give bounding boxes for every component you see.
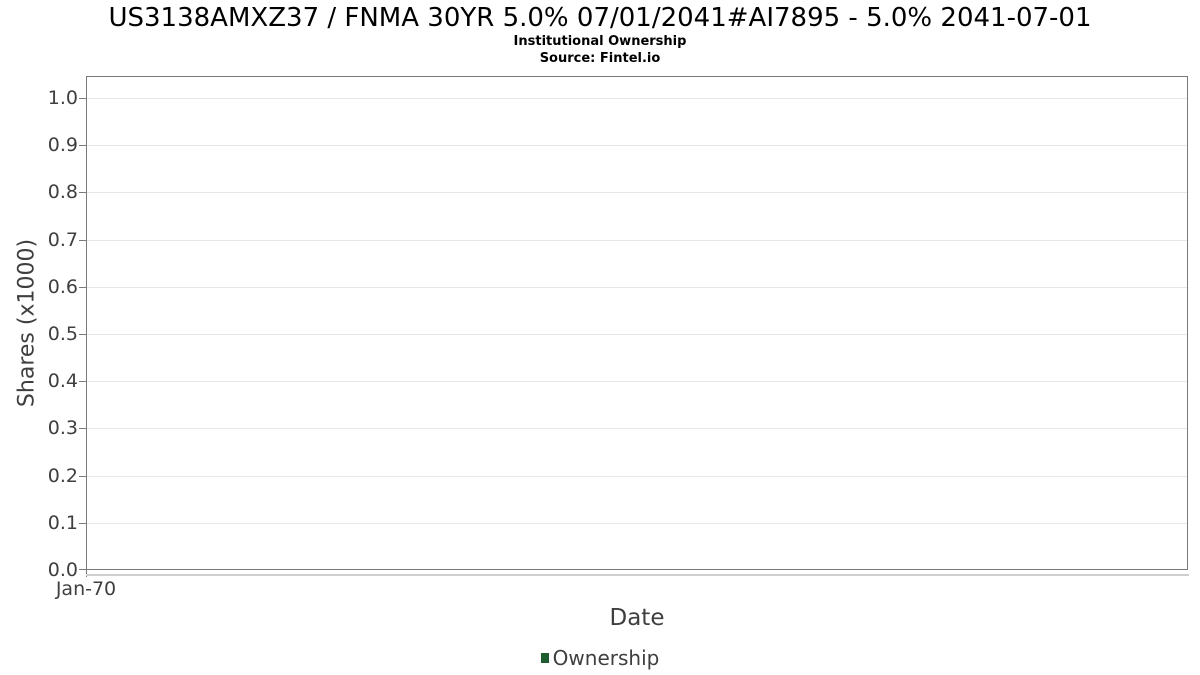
y-tick-mark [79,287,86,288]
gridline [87,145,1187,146]
gridline [87,381,1187,382]
x-axis-tick-label: Jan-70 [55,578,117,600]
y-axis-tick-label: 0.4 [47,370,78,392]
gridline [87,334,1187,335]
y-tick-mark [79,240,86,241]
y-tick-mark [79,192,86,193]
chart-title: US3138AMXZ37 / FNMA 30YR 5.0% 07/01/2041… [108,3,1092,33]
y-axis-tick-label: 0.0 [47,559,78,581]
gridline [87,476,1187,477]
y-axis-tick-label: 0.2 [47,465,78,487]
y-tick-mark [79,428,86,429]
y-tick-mark [79,476,86,477]
plot-area [79,76,1189,577]
y-tick-mark [79,334,86,335]
gridline [87,98,1187,99]
y-tick-mark [79,98,86,99]
y-axis-tick-label: 0.1 [47,512,78,534]
chart-subtitle: Institutional Ownership [513,34,687,49]
gridline [87,240,1187,241]
y-tick-mark [79,523,86,524]
gridline [87,287,1187,288]
chart-source: Source: Fintel.io [539,51,661,66]
y-axis-tick-label: 0.6 [47,276,78,298]
y-axis-title: Shares (x1000) [14,238,40,408]
legend-swatch [540,653,549,663]
x-axis-title: Date [609,605,665,631]
legend-item-ownership[interactable]: Ownership [540,645,660,671]
gridline [87,428,1187,429]
gridline [87,523,1187,524]
y-axis-tick-label: 0.3 [47,417,78,439]
y-tick-mark [79,569,86,570]
y-axis-tick-label: 0.7 [47,229,78,251]
x-axis-line [86,574,1189,576]
y-tick-mark [79,145,86,146]
y-axis-tick-label: 0.5 [47,323,78,345]
y-axis-tick-label: 0.9 [47,134,78,156]
gridline [87,192,1187,193]
y-tick-mark [79,381,86,382]
legend: Ownership [0,645,1200,671]
y-axis-tick-label: 0.8 [47,181,78,203]
legend-label: Ownership [552,646,660,670]
y-axis-tick-label: 1.0 [47,87,78,109]
x-tick-mark [86,570,87,577]
